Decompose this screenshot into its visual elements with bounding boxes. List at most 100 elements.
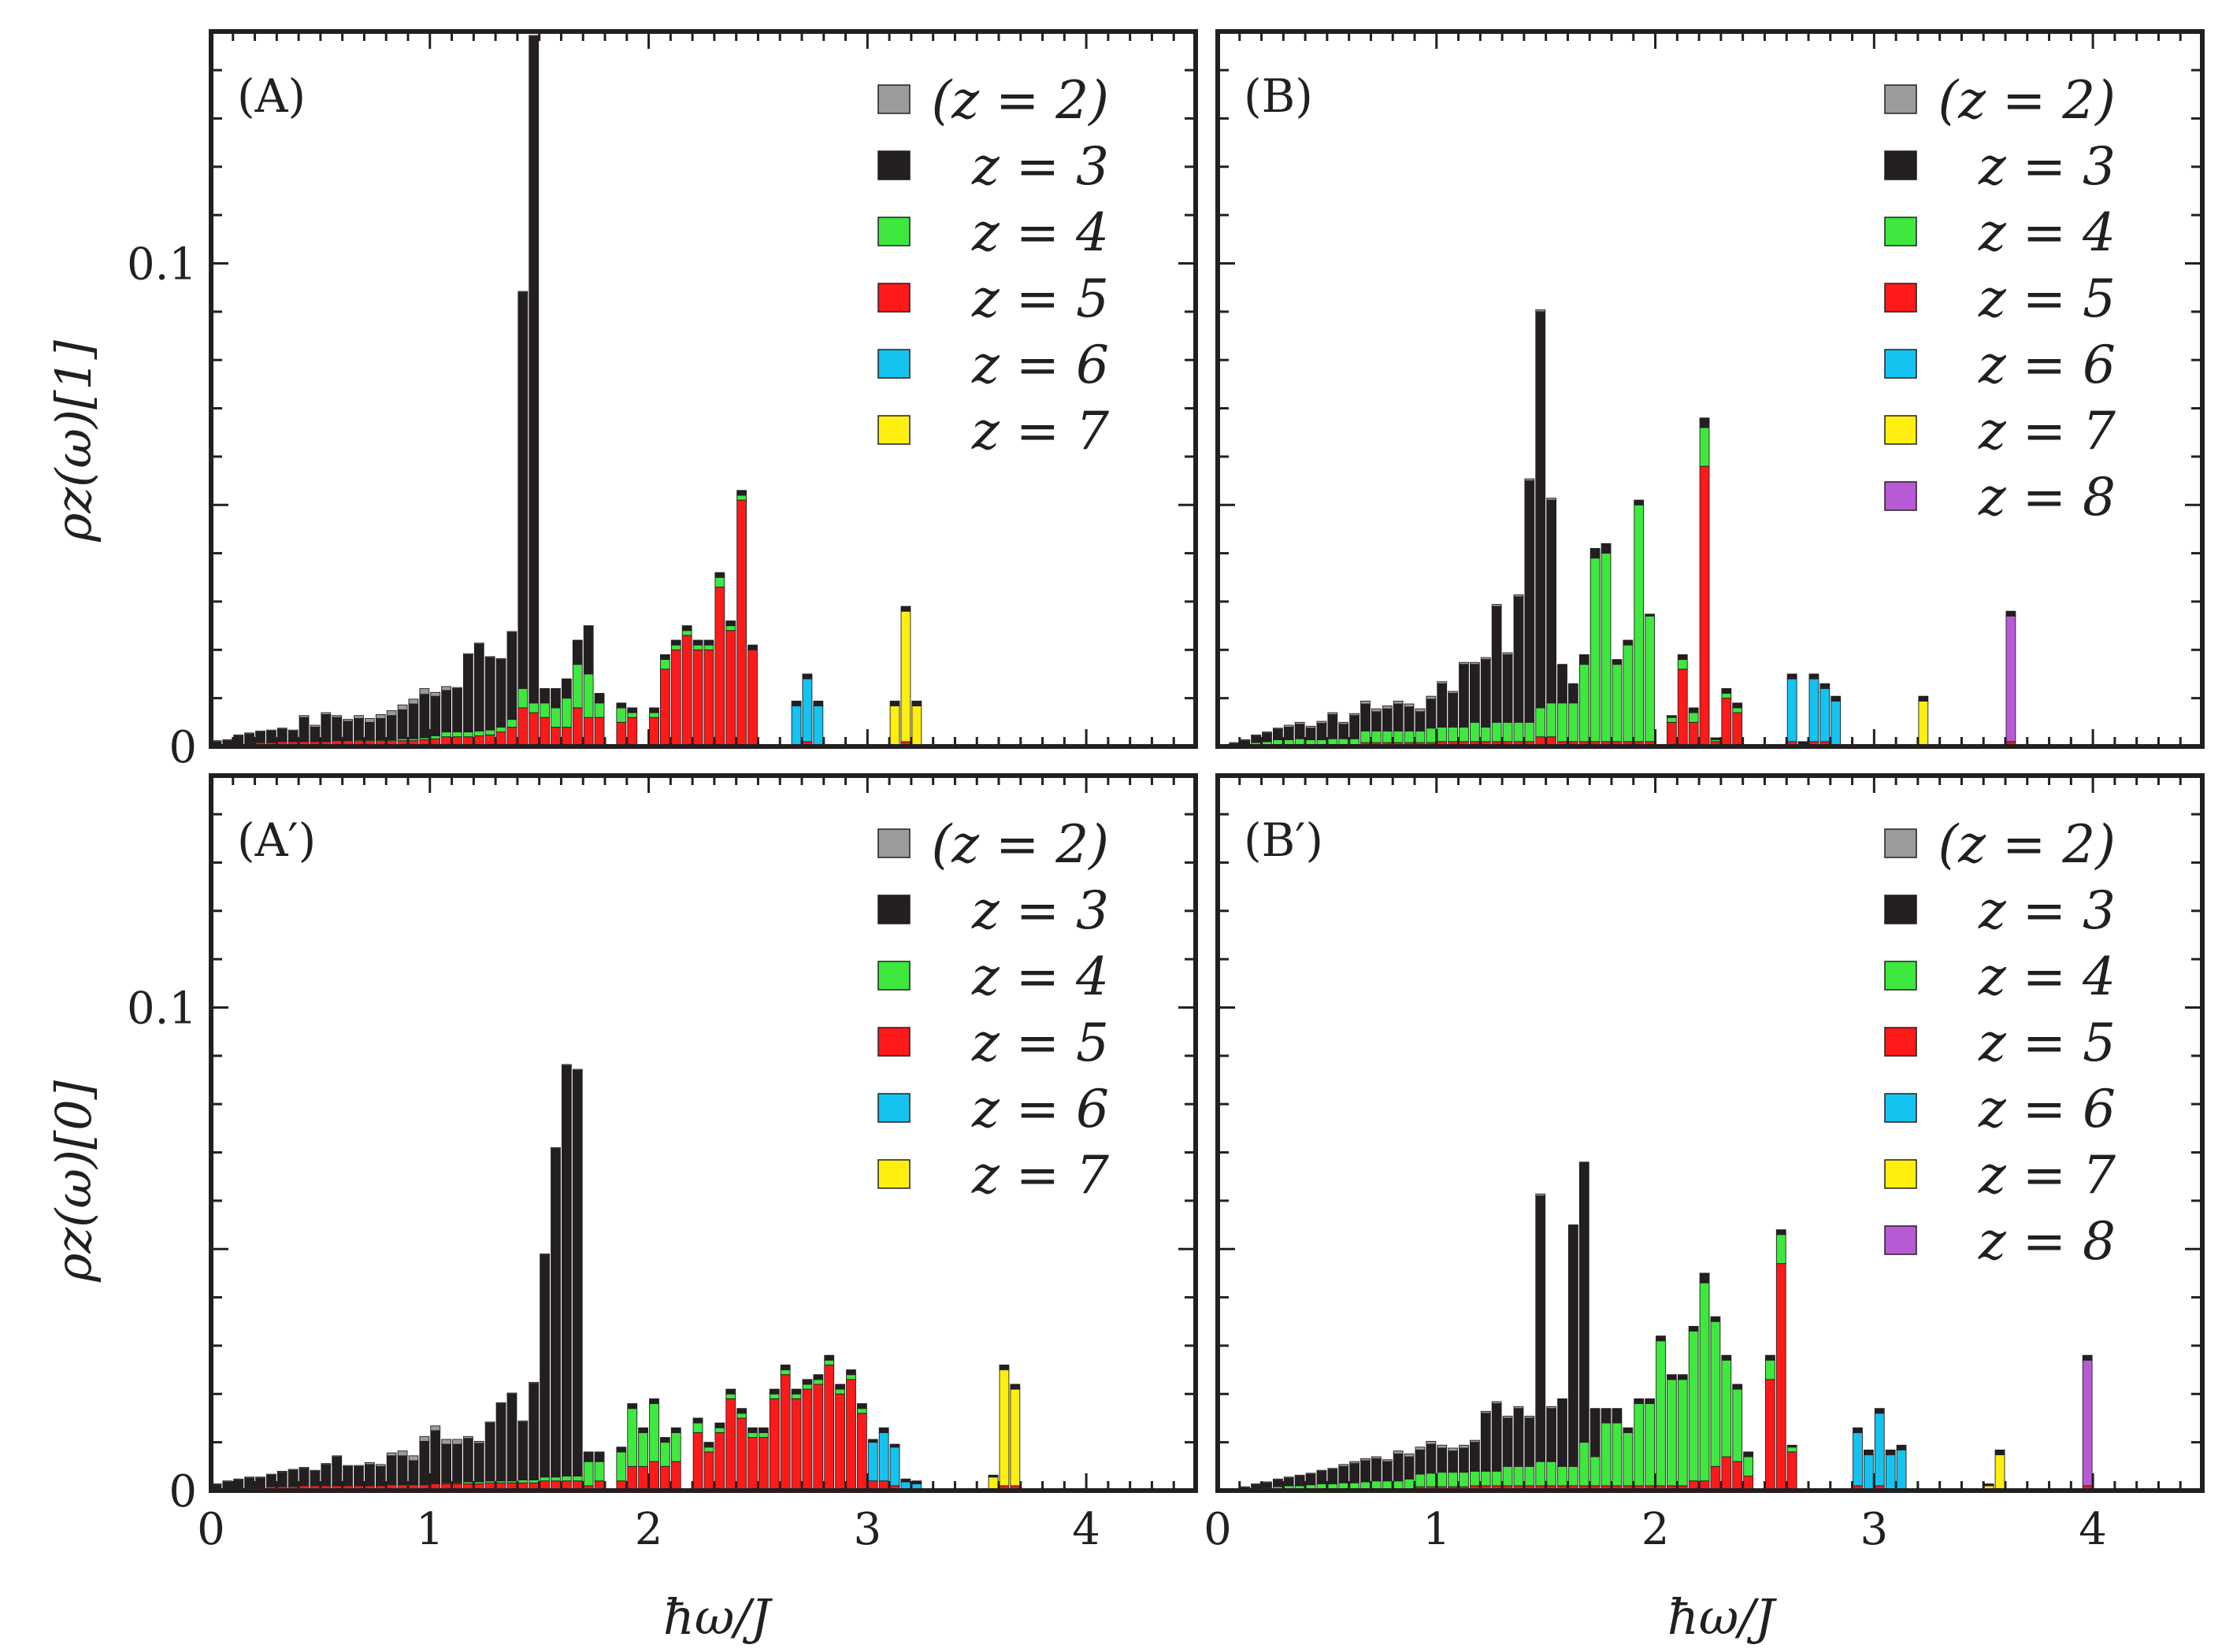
bar-segment-z3 <box>1404 1456 1415 1480</box>
bar-segment-z5 <box>769 1398 780 1491</box>
bar-segment-z2 <box>287 729 299 732</box>
bar-segment-z2 <box>1448 1447 1459 1452</box>
legend-label-z6: z = 6 <box>1978 1079 2116 1139</box>
bar-segment-z5 <box>725 630 736 747</box>
bar-segment-z3 <box>813 1374 824 1380</box>
bar-segment-z4 <box>1578 1442 1589 1487</box>
bar-segment-z2 <box>1262 1481 1272 1483</box>
bar-segment-z3 <box>1775 1229 1786 1235</box>
bar-segment-z2 <box>1415 708 1426 713</box>
bar-segment-z3 <box>824 1354 835 1361</box>
bar-segment-z3 <box>1349 1463 1360 1483</box>
bar-segment-z3 <box>1623 1427 1634 1433</box>
bar-segment-z4 <box>1743 1456 1754 1477</box>
bar-segment-z4 <box>529 1480 540 1483</box>
bar-segment-z6 <box>1831 700 1842 746</box>
bar-segment-z2 <box>473 1440 484 1444</box>
bar-segment-z3 <box>1469 1442 1480 1472</box>
panel-1: (B) (z = 2)z = 3z = 4z = 5z = 6z = 7z = 8 <box>1215 29 2205 749</box>
bar-segment-z3 <box>1666 715 1677 718</box>
bar-segment-z2 <box>255 1476 265 1479</box>
bar-segment-z3 <box>714 1422 725 1428</box>
legend-swatch-z4 <box>1884 961 1917 991</box>
legend-swatch-z5 <box>1884 283 1917 313</box>
bar-segment-z2 <box>430 691 441 697</box>
x-tick-label: 2 <box>635 1504 663 1555</box>
bar-segment-z3 <box>561 1065 572 1477</box>
bar-segment-z2 <box>473 643 484 645</box>
legend-swatch-z5 <box>877 283 911 313</box>
bar-segment-z3 <box>540 687 551 704</box>
bar-segment-z3 <box>484 657 495 731</box>
bar-segment-z5 <box>1721 698 1732 747</box>
bar-segment-z3 <box>999 1365 1010 1371</box>
bar-segment-z5 <box>802 1388 813 1491</box>
bar-segment-z3 <box>1721 687 1732 694</box>
bar-segment-z3 <box>627 1403 638 1409</box>
legend-swatch-z5 <box>1884 1027 1917 1057</box>
bar-segment-z3 <box>1272 728 1283 740</box>
bar-segment-z2 <box>265 1473 276 1476</box>
bar-segment-z3 <box>1382 708 1393 732</box>
bar-segment-z3 <box>375 717 386 740</box>
bar-segment-z3 <box>354 1465 364 1487</box>
bar-segment-z5 <box>583 717 594 747</box>
bar-segment-z3 <box>791 1388 802 1395</box>
bar-segment-z2 <box>1459 1444 1469 1449</box>
bar-segment-z2 <box>276 728 287 730</box>
bar-segment-z4 <box>714 576 725 587</box>
bar-segment-z3 <box>1732 702 1743 709</box>
bar-segment-z2 <box>1382 706 1393 709</box>
bar-segment-z3 <box>1240 740 1251 746</box>
bar-segment-z3 <box>1546 499 1557 704</box>
bar-segment-z3 <box>1459 1447 1469 1473</box>
legend-swatch-z2 <box>1884 828 1917 858</box>
bar-segment-z4 <box>1557 1465 1567 1487</box>
bar-segment-z3 <box>1469 664 1480 723</box>
bar-segment-z2 <box>1305 1472 1316 1475</box>
bar-segment-z2 <box>397 1450 408 1457</box>
bar-segment-z2 <box>1349 713 1360 717</box>
bar-segment-z3 <box>1557 664 1567 704</box>
legend-label-z5: z = 5 <box>971 269 1109 329</box>
bar-segment-z3 <box>1327 1469 1338 1484</box>
bar-segment-z6 <box>867 1442 878 1482</box>
bar-segment-z3 <box>649 707 659 713</box>
bar-segment-z3 <box>419 694 430 739</box>
bar-segment-z2 <box>343 1465 354 1467</box>
bar-segment-z3 <box>287 730 299 743</box>
bar-segment-z3 <box>1415 711 1426 732</box>
bar-segment-z3 <box>1360 703 1371 732</box>
bar-segment-z5 <box>659 669 670 747</box>
bar-segment-z2 <box>1437 681 1448 684</box>
bar-segment-z4 <box>692 1422 703 1433</box>
bar-segment-z3 <box>1764 1354 1775 1361</box>
legend-swatch-z7 <box>877 415 911 445</box>
bar-segment-z4 <box>703 644 714 650</box>
bar-segment-z2 <box>1338 1464 1349 1467</box>
legend-swatch-z4 <box>877 961 911 991</box>
bar-segment-z4 <box>1666 717 1677 723</box>
bar-segment-z3 <box>1743 1451 1754 1458</box>
bar-segment-z3 <box>1601 1408 1612 1424</box>
bar-segment-z3 <box>594 693 605 704</box>
bar-segment-z2 <box>255 730 265 733</box>
bar-segment-z2 <box>1283 1476 1294 1479</box>
legend-label-z4: z = 4 <box>971 946 1109 1007</box>
x-axis-label-right: ħω/J <box>1667 1588 1777 1646</box>
bar-segment-z5 <box>692 1432 703 1491</box>
bar-segment-z2 <box>244 1476 255 1479</box>
bar-segment-z4 <box>1732 707 1743 713</box>
bar-segment-z2 <box>265 729 276 732</box>
bar-segment-z3 <box>889 1443 900 1448</box>
bar-segment-z5 <box>824 1365 835 1491</box>
bar-segment-z2 <box>321 712 332 715</box>
bar-segment-z3 <box>233 1480 244 1489</box>
bar-segment-z4 <box>1448 727 1459 743</box>
bar-segment-z3 <box>813 700 824 706</box>
bar-segment-z2 <box>408 698 419 705</box>
x-tick-label: 3 <box>1860 1504 1889 1555</box>
bar-segment-z3 <box>287 1469 299 1487</box>
bar-segment-z2 <box>1535 309 1546 313</box>
x-tick-label: 0 <box>197 1504 225 1555</box>
